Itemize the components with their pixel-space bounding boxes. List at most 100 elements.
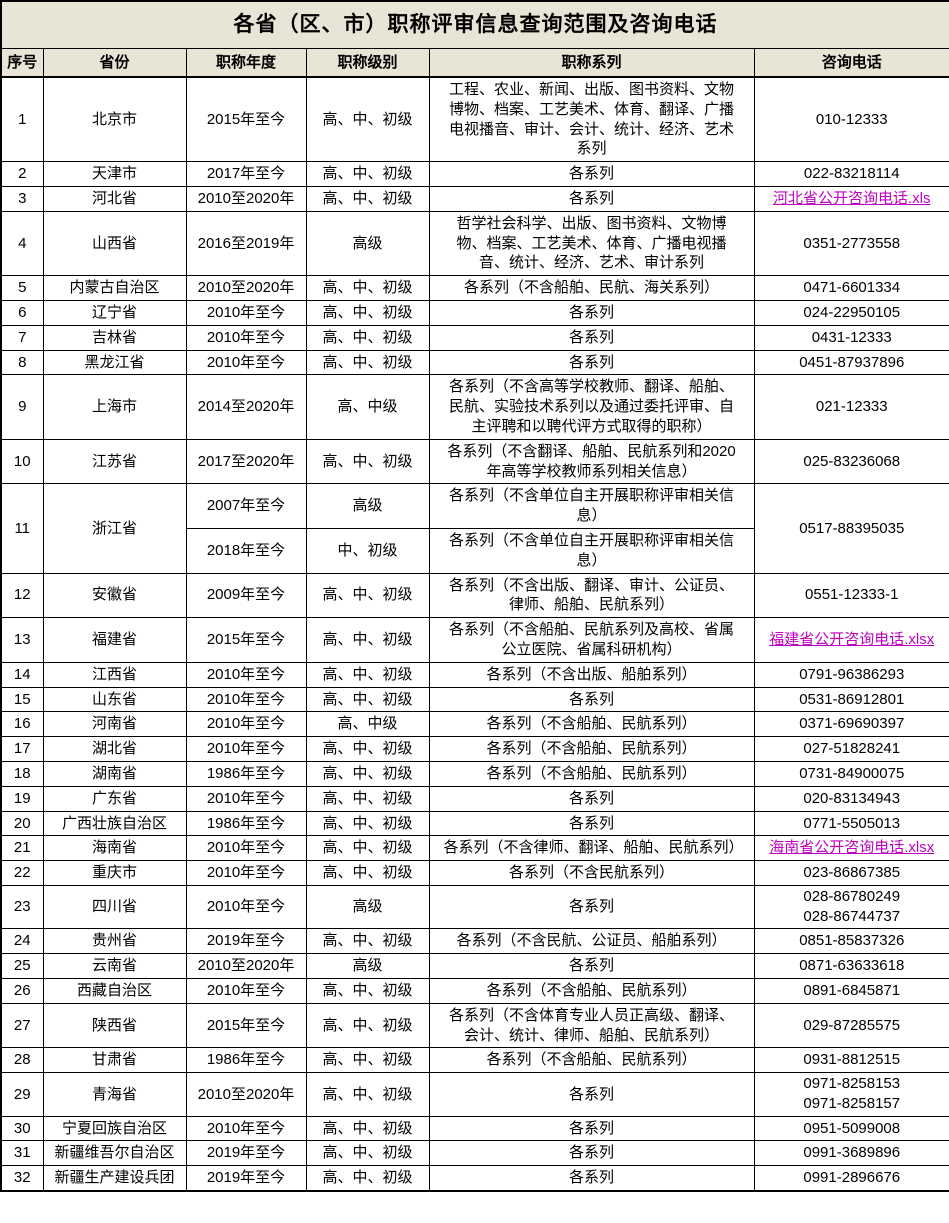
cell-level: 高、中、初级: [305, 275, 430, 301]
cell-series: 各系列: [428, 349, 755, 376]
table-row: 13 福建省 2015年至今 高、中、初级 各系列（不含船舶、民航系列及高校、省属公立医…: [0, 617, 949, 663]
cell-level: 高、中、初级: [305, 1140, 430, 1167]
cell-level: 高、中、初级: [305, 324, 430, 351]
cell-series: 各系列: [428, 810, 755, 837]
cell-series: 各系列（不含律师、翻译、船舶、民航系列）: [428, 835, 755, 862]
table-row: 7 吉林省 2010年至今 高、中、初级 各系列 0431-12333: [0, 324, 949, 351]
cell-series: 各系列（不含船舶、民航系列）: [428, 711, 755, 738]
cell-year: 2010年至今: [185, 324, 307, 351]
cell-year: 2010年至今: [185, 736, 307, 762]
cell-no: 12: [0, 572, 44, 619]
cell-no: 16: [0, 711, 44, 738]
column-header-0: 序号: [0, 48, 44, 78]
cell-no: 6: [0, 299, 44, 326]
cell-level: 高、中级: [305, 711, 430, 738]
cell-series: 各系列: [428, 953, 755, 979]
cell-province: 江西省: [42, 661, 187, 688]
column-header-2: 职称年度: [185, 48, 307, 78]
cell-level: 高、中、初级: [305, 161, 430, 187]
phone-link[interactable]: 福建省公开咨询电话.xlsx: [769, 631, 935, 649]
cell-phone: 024-22950105: [753, 299, 949, 326]
cell-year: 2007年至今: [185, 483, 307, 529]
table-row: 31 新疆维吾尔自治区 2019年至今 高、中、初级 各系列 0991-3689896: [0, 1140, 949, 1167]
cell-phone: 0517-88395035: [753, 483, 949, 574]
cell-province: 四川省: [42, 884, 187, 930]
table-row: 26 西藏自治区 2010年至今 高、中、初级 各系列（不含船舶、民航系列） 0891-6…: [0, 977, 949, 1004]
cell-no: 15: [0, 686, 44, 713]
table-body: 1 北京市 2015年至今 高、中、初级 工程、农业、新闻、出版、图书资料、文物博物、档…: [0, 76, 949, 1192]
column-header-1: 省份: [42, 48, 187, 78]
cell-no: 10: [0, 438, 44, 485]
cell-year: 2010年至今: [185, 835, 307, 862]
cell-no: 17: [0, 736, 44, 762]
cell-level: 高、中、初级: [305, 1047, 430, 1074]
page-title: 各省（区、市）职称评审信息查询范围及咨询电话: [0, 0, 949, 49]
cell-phone: 0351-2773558: [753, 210, 949, 277]
table-row: 29 青海省 2010至2020年 高、中、初级 各系列 0971-8258153 0971…: [0, 1072, 949, 1117]
cell-series: 各系列: [428, 884, 755, 930]
phone-number: 0971-8258157: [803, 1095, 901, 1113]
table-row: 2 天津市 2017年至今 高、中、初级 各系列 022-83218114: [0, 161, 949, 187]
cell-level: 高、中、初级: [305, 977, 430, 1004]
cell-no: 2: [0, 161, 44, 187]
cell-level: 高、中、初级: [305, 617, 430, 663]
cell-year: 2016至2019年: [185, 210, 307, 277]
cell-no: 29: [0, 1072, 44, 1117]
cell-level: 高、中、初级: [305, 686, 430, 713]
table-row: 16 河南省 2010年至今 高、中级 各系列（不含船舶、民航系列） 0371-69690…: [0, 711, 949, 738]
cell-level: 高级: [305, 884, 430, 930]
cell-level: 高级: [305, 483, 430, 529]
cell-level: 高、中、初级: [305, 928, 430, 955]
cell-level: 高、中、初级: [305, 736, 430, 762]
cell-province: 内蒙古自治区: [42, 275, 187, 301]
cell-no: 24: [0, 928, 44, 955]
cell-no: 30: [0, 1115, 44, 1142]
cell-series: 各系列（不含船舶、民航系列及高校、省属公立医院、省属科研机构）: [428, 617, 755, 663]
cell-series: 各系列（不含民航系列）: [428, 860, 755, 886]
cell-level: 高级: [305, 953, 430, 979]
cell-no: 11: [0, 483, 44, 574]
cell-year: 2019年至今: [185, 1165, 307, 1192]
cell-level: 高、中、初级: [305, 810, 430, 837]
table-row: 4 山西省 2016至2019年 高级 哲学社会科学、出版、图书资料、文物博物、档案、工…: [0, 210, 949, 277]
table-row: 5 内蒙古自治区 2010至2020年 高、中、初级 各系列（不含船舶、民航、海关系列）…: [0, 275, 949, 301]
cell-province: 山西省: [42, 210, 187, 277]
cell-province: 陕西省: [42, 1002, 187, 1049]
cell-level: 高、中、初级: [305, 835, 430, 862]
cell-series: 各系列（不含船舶、民航系列）: [428, 736, 755, 762]
cell-level: 高、中、初级: [305, 349, 430, 376]
cell-series: 各系列: [428, 1072, 755, 1117]
table-row: 23 四川省 2010年至今 高级 各系列 028-86780249 028-8674473…: [0, 884, 949, 930]
cell-level: 高、中、初级: [305, 1002, 430, 1049]
cell-province: 海南省: [42, 835, 187, 862]
cell-year: 2010年至今: [185, 686, 307, 713]
cell-level: 高、中级: [305, 374, 430, 440]
cell-series: 各系列（不含体育专业人员正高级、翻译、会计、统计、律师、船舶、民航系列）: [428, 1002, 755, 1049]
phone-number: 028-86780249: [803, 887, 901, 905]
cell-phone: 0531-86912801: [753, 686, 949, 713]
cell-phone: 025-83236068: [753, 438, 949, 485]
cell-series: 各系列: [428, 185, 755, 212]
cell-year: 2010年至今: [185, 299, 307, 326]
cell-level: 高、中、初级: [305, 661, 430, 688]
phone-link[interactable]: 海南省公开咨询电话.xlsx: [769, 839, 935, 857]
cell-phone: 0371-69690397: [753, 711, 949, 738]
table-row: 11 浙江省 2007年至今 高级 各系列（不含单位自主开展职称评审相关信息） 0517-…: [0, 483, 949, 574]
cell-year: 2010年至今: [185, 977, 307, 1004]
cell-no: 13: [0, 617, 44, 663]
cell-series: 各系列（不含单位自主开展职称评审相关信息）: [428, 483, 755, 529]
cell-year: 2010至2020年: [185, 1072, 307, 1117]
cell-series: 工程、农业、新闻、出版、图书资料、文物博物、档案、工艺美术、体育、翻译、广播电视…: [428, 76, 755, 163]
phone-link[interactable]: 河北省公开咨询电话.xls: [772, 189, 931, 207]
cell-series: 各系列: [428, 1165, 755, 1192]
cell-no: 23: [0, 884, 44, 930]
phone-number: 0971-8258153: [803, 1075, 901, 1093]
table-row: 12 安徽省 2009年至今 高、中、初级 各系列（不含出版、翻译、审计、公证员、律师、…: [0, 572, 949, 619]
cell-province: 甘肃省: [42, 1047, 187, 1074]
cell-year: 2010年至今: [185, 349, 307, 376]
cell-province: 河南省: [42, 711, 187, 738]
cell-year: 2010年至今: [185, 785, 307, 812]
cell-no: 8: [0, 349, 44, 376]
cell-phone: 0791-96386293: [753, 661, 949, 688]
cell-level: 高、中、初级: [305, 572, 430, 619]
